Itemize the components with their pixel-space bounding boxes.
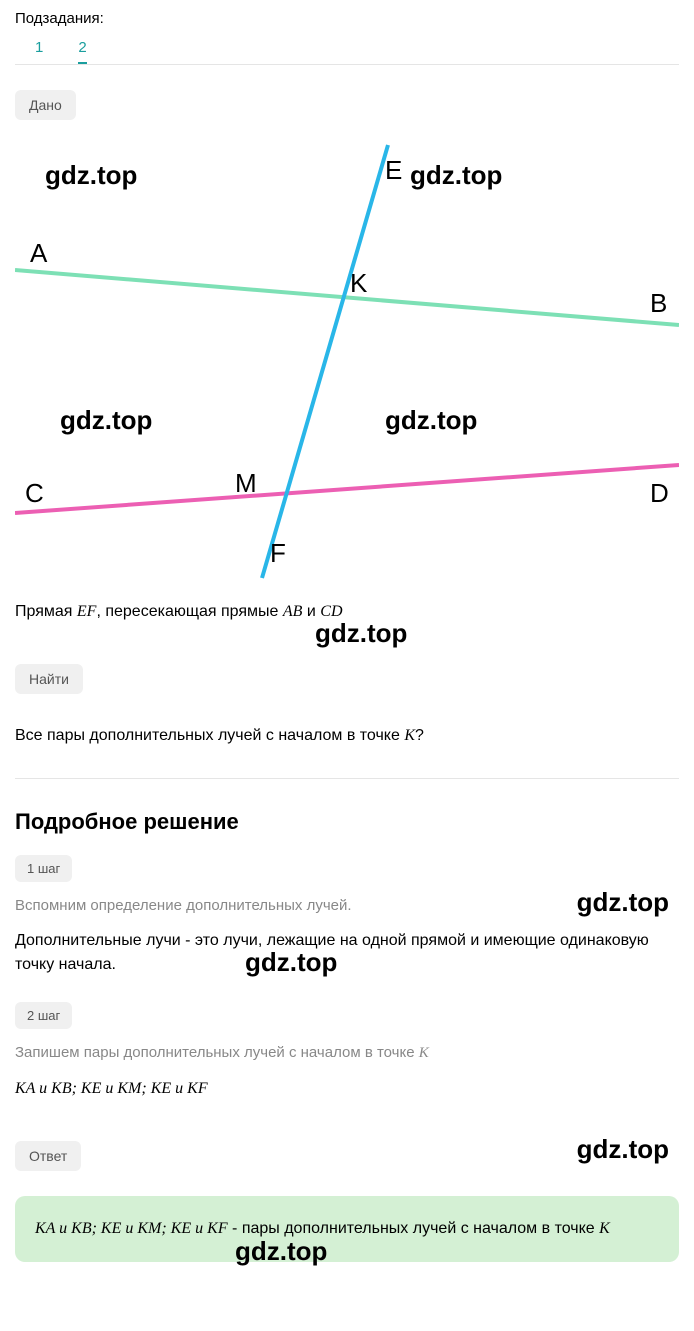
step2-formula: KA и KB; KE и KM; KE и KF bbox=[15, 1077, 679, 1101]
given-badge: Дано bbox=[15, 90, 76, 120]
find-statement: Все пары дополнительных лучей с началом … bbox=[15, 724, 679, 748]
geometry-diagram: E A K B C M D Fgdz.top gdz.top gdz.top gdz.top bbox=[15, 140, 679, 580]
point-label-a: A bbox=[30, 238, 47, 269]
point-label-k: K bbox=[350, 268, 367, 299]
step2-formula-text: KA и KB; KE и KM; KE и KF bbox=[15, 1080, 208, 1097]
watermark: gdz.top bbox=[235, 1236, 327, 1267]
given-var-ab: AB bbox=[283, 603, 303, 620]
line-ab bbox=[15, 270, 679, 325]
find-text-1: Все пары дополнительных лучей с началом … bbox=[15, 727, 404, 744]
step1-badge: 1 шаг bbox=[15, 855, 72, 882]
tabs-container: 1 2 bbox=[15, 39, 679, 65]
watermark: gdz.top bbox=[410, 160, 502, 191]
subtasks-label: Подзадания: bbox=[15, 10, 679, 27]
point-label-b: B bbox=[650, 288, 667, 319]
find-badge: Найти bbox=[15, 664, 83, 694]
point-label-m: M bbox=[235, 468, 257, 499]
step2-hint-var: K bbox=[419, 1045, 429, 1061]
step1-text: Дополнительные лучи - это лучи, лежащие … bbox=[15, 929, 679, 977]
answer-var-k: K bbox=[599, 1220, 610, 1237]
watermark: gdz.top bbox=[60, 405, 152, 436]
answer-formula: KA и KB; KE и KM; KE и KF bbox=[35, 1220, 228, 1237]
line-ef bbox=[262, 145, 388, 578]
watermark: gdz.top bbox=[45, 160, 137, 191]
watermark: gdz.top bbox=[245, 947, 337, 978]
step2-hint: Запишем пары дополнительных лучей с нача… bbox=[15, 1044, 679, 1062]
diagram-lines bbox=[15, 140, 679, 580]
point-label-d: D bbox=[650, 478, 669, 509]
step2-badge: 2 шаг bbox=[15, 1002, 72, 1029]
find-text-2: ? bbox=[415, 727, 424, 744]
point-label-c: C bbox=[25, 478, 44, 509]
point-label-f: F bbox=[270, 538, 286, 569]
tab-2[interactable]: 2 bbox=[78, 39, 86, 64]
point-label-e: E bbox=[385, 155, 402, 186]
watermark: gdz.top bbox=[577, 887, 669, 918]
given-text-2: , пересекающая прямые bbox=[96, 603, 282, 620]
line-cd bbox=[15, 465, 679, 513]
tab-1[interactable]: 1 bbox=[35, 39, 43, 56]
step2-hint-text: Запишем пары дополнительных лучей с нача… bbox=[15, 1044, 419, 1061]
watermark: gdz.top bbox=[315, 618, 407, 649]
divider bbox=[15, 778, 679, 779]
answer-badge: Ответ bbox=[15, 1141, 81, 1171]
answer-text-1: - пары дополнительных лучей с началом в … bbox=[228, 1220, 600, 1237]
watermark: gdz.top bbox=[577, 1134, 669, 1165]
answer-box: KA и KB; KE и KM; KE и KF - пары дополни… bbox=[15, 1196, 679, 1262]
given-var-ef: EF bbox=[77, 603, 97, 620]
find-var-k: K bbox=[404, 727, 415, 744]
watermark: gdz.top bbox=[385, 405, 477, 436]
solution-title: Подробное решение bbox=[15, 809, 679, 835]
given-text-1: Прямая bbox=[15, 603, 77, 620]
